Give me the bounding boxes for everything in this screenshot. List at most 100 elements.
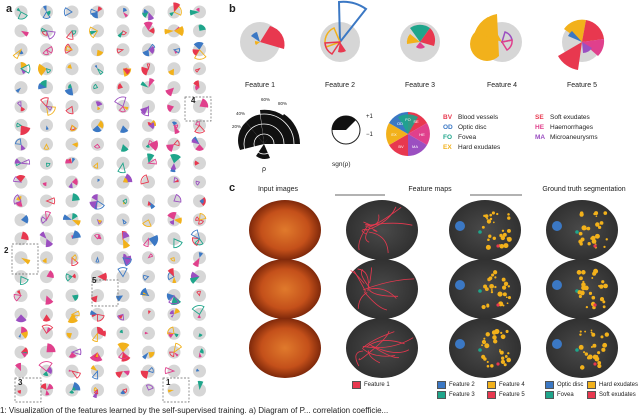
grid-glyph (65, 251, 79, 267)
grid-glyph (40, 251, 53, 265)
grid-glyph (40, 270, 54, 284)
swatch-feature-2 (437, 381, 446, 389)
grid-glyph (193, 380, 206, 397)
callout-2: 2 (4, 246, 9, 255)
panel-letter-a: a (6, 3, 13, 15)
legend-gt-fovea-text: Fovea (557, 392, 574, 398)
feature-map-image (337, 259, 427, 319)
grid-glyph (142, 21, 155, 38)
grid-glyph (116, 251, 132, 267)
feature-4-glyph (470, 14, 522, 62)
grid-glyph (40, 175, 53, 189)
grid-glyph (166, 137, 181, 152)
legend-feature-2-text: Feature 2 (449, 382, 475, 388)
grid-glyph (167, 118, 181, 135)
grid-glyph (141, 62, 155, 76)
callout-box (162, 377, 190, 403)
legend-feature-1: Feature 1 (352, 381, 390, 389)
grid-glyph (90, 307, 105, 322)
feature-3-label: Feature 3 (405, 82, 435, 89)
callout-4: 4 (191, 96, 196, 105)
svg-text:OD: OD (397, 121, 403, 126)
legend-feature-3: Feature 3 (437, 391, 487, 399)
grid-glyph (40, 289, 54, 305)
grid-glyph (193, 194, 206, 208)
grid-glyph (40, 97, 56, 116)
feature-5-glyph (558, 19, 605, 70)
grid-glyph (65, 289, 79, 302)
grid-glyph (91, 383, 104, 399)
grid-glyph (193, 175, 206, 189)
legend-gt-hard-exudates: Hard exudates (587, 381, 640, 389)
grid-glyph (167, 100, 181, 113)
sgn-label: sgn(ρ) (332, 161, 351, 168)
grid-glyph (167, 212, 182, 227)
grid-glyph (142, 232, 159, 248)
polar-tick-20: 20% (232, 124, 242, 129)
grid-glyph (65, 193, 80, 208)
grid-glyph (65, 364, 81, 379)
legend-feature-5: Feature 5 (487, 391, 537, 399)
grid-glyph (91, 156, 104, 170)
legend-abbr-fo: FO (443, 134, 453, 141)
grid-glyph (167, 383, 181, 397)
grid-glyph (40, 211, 53, 227)
retina-image-grid (240, 200, 627, 378)
panel-a-glyph-grid (11, 2, 212, 403)
grid-glyph (65, 62, 79, 76)
input-fundus-image (240, 259, 330, 319)
callout-1: 1 (166, 378, 171, 387)
legend-gt-soft-exudates: Soft exudates (587, 391, 640, 399)
grid-glyph (167, 193, 182, 208)
grid-glyph (65, 118, 79, 132)
grid-glyph (91, 326, 106, 343)
polar-tick-80: 80% (278, 101, 288, 106)
grid-glyph (14, 251, 31, 265)
grid-glyph (116, 230, 131, 249)
polar-tick-60: 60% (261, 97, 271, 102)
feature-3-glyph (400, 22, 440, 62)
grid-glyph (64, 43, 79, 57)
feature-map-image (440, 259, 530, 319)
legend-abbr-bv: BV (443, 114, 453, 121)
grid-glyph (167, 268, 181, 284)
grid-glyph (90, 364, 104, 380)
grid-glyph (40, 24, 56, 40)
grid-glyph (142, 251, 155, 265)
legend-abbr-se: SE (535, 114, 544, 121)
grid-glyph (65, 24, 79, 40)
grid-glyph (116, 342, 131, 362)
grid-glyph (63, 5, 79, 19)
callout-box (14, 377, 42, 403)
legend-feature-3-text: Feature 3 (449, 392, 475, 398)
grid-glyph (12, 43, 28, 60)
grid-glyph (142, 137, 159, 151)
grid-glyph (192, 41, 207, 60)
ground-truth-map (537, 200, 627, 260)
legend-abbr-ex: EX (443, 144, 452, 151)
feature-2-label: Feature 2 (325, 82, 355, 89)
swatch-feature-4 (487, 381, 496, 389)
grid-glyph (40, 194, 56, 208)
grid-glyph (14, 137, 28, 151)
grid-glyph (140, 174, 155, 189)
svg-text:FO: FO (405, 117, 411, 122)
grid-glyph (193, 98, 209, 113)
feature-1-label: Feature 1 (245, 82, 275, 89)
grid-glyph (142, 194, 156, 210)
grid-glyph (40, 43, 53, 57)
grid-glyph (89, 24, 104, 39)
ground-truth-map (537, 318, 627, 378)
legend-gt-fovea: Fovea (545, 391, 587, 399)
grid-glyph (193, 212, 207, 227)
grid-glyph (91, 43, 104, 57)
callout-box (91, 279, 119, 307)
grid-glyph (191, 305, 206, 321)
col-head-feature-maps: Feature maps (408, 186, 452, 193)
legend-name-ma: Microaneurysms (550, 134, 598, 141)
grid-glyph (142, 383, 155, 397)
grid-glyph (189, 5, 206, 19)
grid-glyph (39, 231, 54, 248)
legend-gt-optic-disc: Optic disc (545, 381, 587, 389)
grid-glyph (14, 118, 31, 136)
